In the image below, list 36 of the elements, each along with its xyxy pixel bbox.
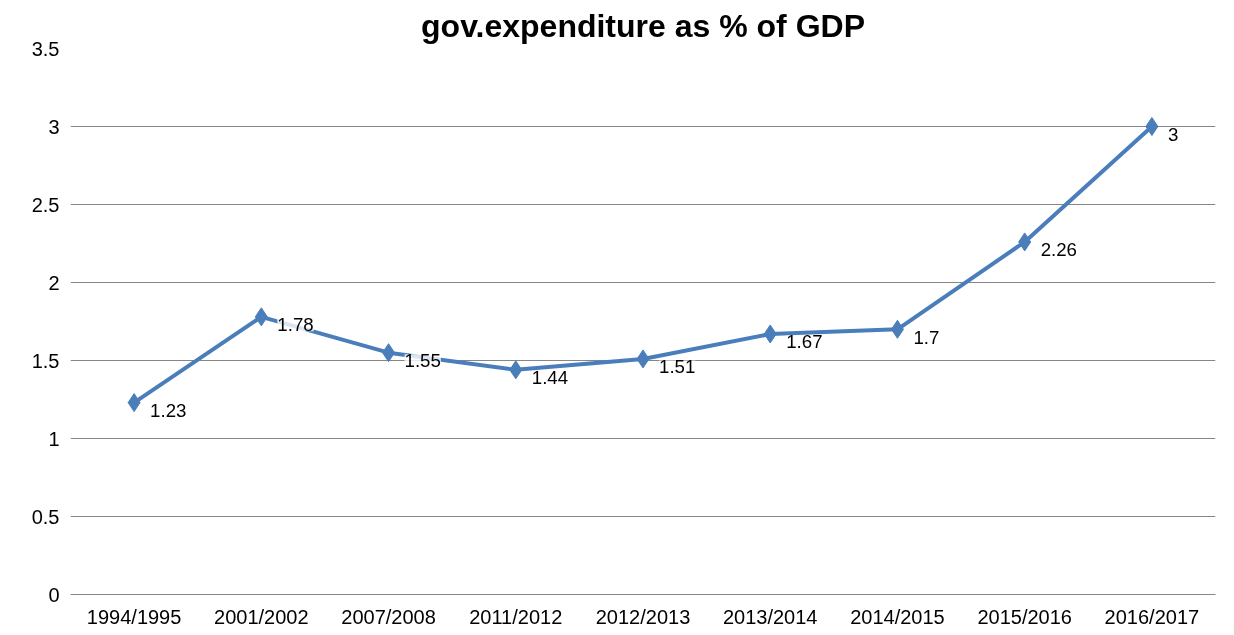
x-tick-label: 2016/2017: [1104, 605, 1200, 628]
x-tick-label: 2007/2008: [341, 605, 436, 628]
x-tick-label: 2011/2012: [469, 605, 563, 628]
point: [636, 349, 650, 369]
data-label: 3: [1167, 124, 1179, 145]
point: [1018, 232, 1032, 252]
data-label: 2.26: [1040, 239, 1077, 261]
y-tick-label: 0: [48, 583, 60, 606]
data-label: 1.55: [404, 350, 441, 372]
x-tick-label: 2012/2013: [595, 605, 691, 628]
y-tick-label: 0.5: [31, 505, 60, 528]
point: [763, 324, 777, 344]
x-tick-label: 2014/2015: [850, 605, 945, 628]
point: [1145, 117, 1159, 136]
point: [127, 393, 141, 413]
data-label: 1.23: [150, 400, 187, 422]
y-tick-label: 2.5: [31, 193, 60, 216]
point: [890, 319, 904, 339]
y-tick-label: 3: [48, 115, 60, 138]
point: [382, 343, 396, 363]
y-tick-label: 3.5: [31, 37, 60, 60]
data-label: 1.44: [531, 367, 569, 389]
x-tick-label: 2013/2014: [722, 605, 818, 628]
y-tick-label: 1.5: [31, 349, 60, 372]
x-tick-label: 1994/1995: [86, 605, 182, 628]
x-tick-label: 2001/2002: [214, 605, 309, 628]
data-label: 1.78: [277, 314, 314, 336]
data-label: 1.51: [659, 356, 696, 378]
point: [509, 360, 523, 380]
x-tick-label: 2015/2016: [977, 605, 1072, 628]
y-tick-label: 1: [48, 427, 60, 450]
data-label: 1.7: [913, 326, 940, 348]
point: [254, 307, 268, 327]
data-label: 1.67: [786, 331, 823, 353]
y-tick-label: 2: [48, 271, 60, 294]
chart-title: gov.expenditure as % of GDP: [421, 7, 865, 44]
